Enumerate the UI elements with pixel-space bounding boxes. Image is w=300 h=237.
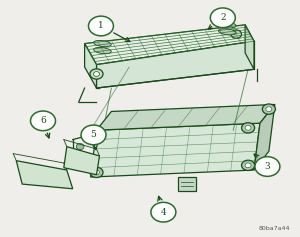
Polygon shape (97, 41, 254, 88)
Text: 6: 6 (40, 116, 46, 125)
Ellipse shape (94, 47, 111, 54)
Circle shape (242, 123, 255, 133)
Circle shape (94, 72, 100, 76)
Circle shape (94, 170, 100, 175)
Text: 80ba7a44: 80ba7a44 (258, 226, 290, 231)
Circle shape (231, 30, 242, 38)
Circle shape (90, 167, 103, 178)
Circle shape (245, 126, 251, 130)
Polygon shape (16, 161, 73, 189)
Circle shape (88, 16, 113, 36)
Circle shape (94, 132, 100, 137)
Polygon shape (254, 105, 275, 170)
Circle shape (242, 160, 255, 170)
Circle shape (90, 69, 103, 79)
Circle shape (31, 111, 56, 131)
Ellipse shape (218, 29, 236, 35)
Circle shape (76, 144, 84, 150)
Circle shape (255, 157, 280, 176)
Polygon shape (85, 25, 254, 65)
Text: 2: 2 (220, 13, 226, 22)
Circle shape (266, 107, 272, 111)
Circle shape (76, 153, 84, 159)
Circle shape (210, 8, 235, 28)
Polygon shape (64, 147, 100, 175)
Circle shape (262, 104, 275, 114)
Text: 3: 3 (265, 162, 270, 171)
Ellipse shape (218, 22, 236, 28)
Polygon shape (85, 44, 97, 88)
Circle shape (90, 130, 103, 140)
Polygon shape (178, 177, 196, 191)
Text: 1: 1 (98, 22, 104, 31)
Polygon shape (245, 25, 254, 69)
Text: 5: 5 (91, 130, 97, 139)
Polygon shape (97, 105, 275, 130)
Circle shape (245, 163, 251, 168)
Circle shape (151, 202, 176, 222)
Polygon shape (91, 123, 260, 177)
Circle shape (81, 125, 106, 145)
Ellipse shape (94, 41, 111, 47)
Text: 4: 4 (160, 208, 166, 217)
